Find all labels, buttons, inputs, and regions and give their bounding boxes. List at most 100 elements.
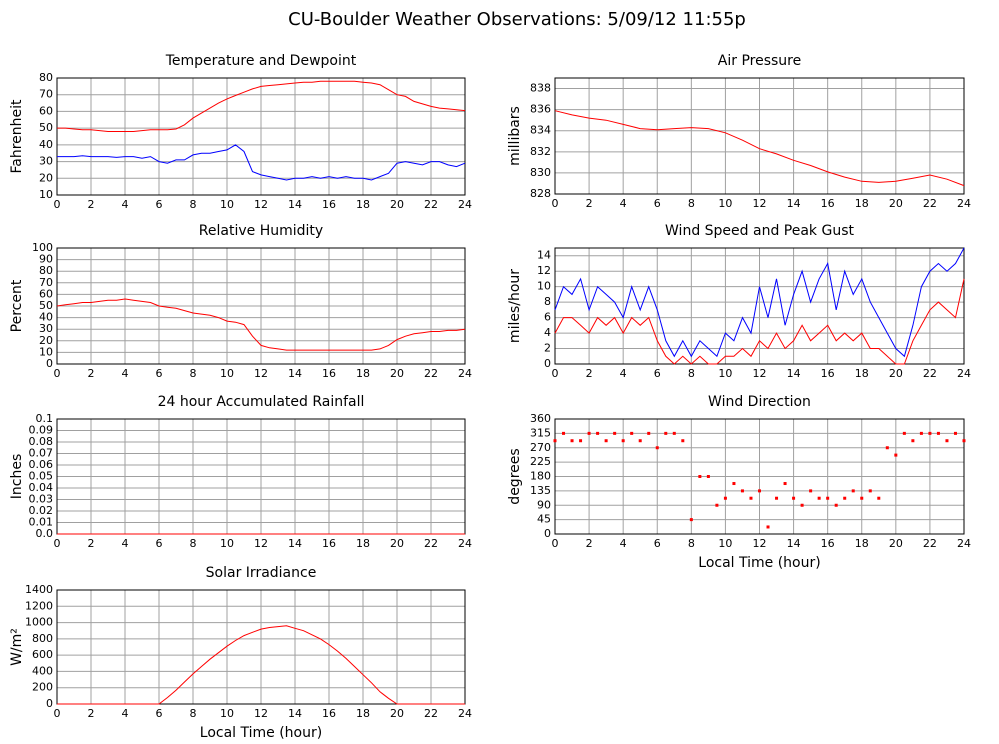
data-point xyxy=(706,475,710,478)
x-tick-label: 18 xyxy=(356,367,370,380)
x-tick-label: 0 xyxy=(552,197,559,210)
x-tick-label: 14 xyxy=(288,537,302,550)
data-point xyxy=(647,431,651,435)
data-point xyxy=(766,525,770,529)
data-point xyxy=(962,439,966,443)
y-tick-label: 838 xyxy=(530,82,551,95)
x-tick-label: 24 xyxy=(957,197,971,210)
y-tick-label: 0 xyxy=(46,357,53,370)
data-point xyxy=(579,439,583,443)
data-line xyxy=(554,247,965,358)
data-point xyxy=(919,431,923,435)
x-tick-label: 16 xyxy=(821,537,835,550)
plot-frame xyxy=(56,589,466,705)
x-tick-label: 18 xyxy=(855,367,869,380)
y-tick-label: 8 xyxy=(544,295,551,308)
x-tick-label: 14 xyxy=(787,537,801,550)
y-tick-label: 60 xyxy=(39,287,53,300)
x-tick-label: 2 xyxy=(88,198,95,211)
y-axis-label: Inches xyxy=(9,454,25,499)
data-point xyxy=(587,431,591,435)
data-point xyxy=(638,439,642,443)
x-tick-label: 20 xyxy=(390,707,404,720)
data-point xyxy=(664,431,668,435)
data-point xyxy=(868,489,872,493)
x-tick-label: 8 xyxy=(190,537,197,550)
x-tick-label: 6 xyxy=(654,197,661,210)
y-tick-label: 180 xyxy=(530,470,551,483)
y-tick-label: 0.02 xyxy=(29,504,54,517)
data-line xyxy=(554,110,965,187)
x-tick-label: 12 xyxy=(753,197,767,210)
y-tick-label: 12 xyxy=(537,264,551,277)
x-tick-label: 4 xyxy=(620,367,627,380)
x-axis-label: Local Time (hour) xyxy=(200,725,322,741)
y-tick-label: 0.05 xyxy=(29,470,54,483)
y-tick-label: 0.09 xyxy=(29,424,54,437)
y-tick-label: 0.1 xyxy=(36,412,54,425)
data-point xyxy=(732,482,736,486)
y-tick-label: 0.03 xyxy=(29,493,54,506)
panel-title: Wind Speed and Peak Gust xyxy=(665,223,854,239)
x-tick-label: 0 xyxy=(54,367,61,380)
x-tick-label: 12 xyxy=(753,367,767,380)
y-tick-label: 0.06 xyxy=(29,458,54,471)
x-tick-label: 2 xyxy=(88,537,95,550)
x-tick-label: 16 xyxy=(821,367,835,380)
x-tick-label: 14 xyxy=(288,198,302,211)
plot-frame xyxy=(554,77,965,195)
data-point xyxy=(596,431,600,435)
x-tick-label: 0 xyxy=(552,367,559,380)
data-point xyxy=(928,431,932,435)
data-point xyxy=(792,496,796,500)
y-axis-label: W/m² xyxy=(9,628,25,666)
x-tick-label: 20 xyxy=(390,198,404,211)
x-tick-label: 10 xyxy=(718,367,732,380)
x-tick-label: 20 xyxy=(889,197,903,210)
y-tick-label: 360 xyxy=(530,412,551,425)
x-tick-label: 6 xyxy=(156,707,163,720)
y-tick-label: 135 xyxy=(530,484,551,497)
x-tick-label: 8 xyxy=(190,198,197,211)
data-line xyxy=(57,80,466,132)
x-tick-label: 22 xyxy=(424,367,438,380)
panel: Temperature and DewpointFahrenheit102030… xyxy=(9,53,472,211)
x-tick-label: 24 xyxy=(458,537,472,550)
plot-frame xyxy=(554,418,965,535)
data-point xyxy=(834,503,838,507)
data-point xyxy=(553,439,557,443)
y-tick-label: 0 xyxy=(46,697,53,710)
x-tick-label: 6 xyxy=(156,537,163,550)
x-tick-label: 22 xyxy=(424,707,438,720)
y-axis-label: Fahrenheit xyxy=(9,99,25,174)
data-point xyxy=(672,431,676,435)
y-tick-label: 836 xyxy=(530,103,551,116)
y-tick-label: 1000 xyxy=(25,616,53,629)
x-tick-label: 18 xyxy=(356,198,370,211)
y-tick-label: 0 xyxy=(544,357,551,370)
x-tick-label: 24 xyxy=(458,198,472,211)
x-tick-label: 22 xyxy=(923,367,937,380)
data-point xyxy=(562,431,566,435)
y-tick-label: 0.04 xyxy=(29,481,54,494)
x-tick-label: 12 xyxy=(254,537,268,550)
y-tick-label: 0 xyxy=(544,527,551,540)
x-tick-label: 0 xyxy=(54,198,61,211)
y-tick-label: 14 xyxy=(537,249,551,262)
data-point xyxy=(936,431,940,435)
x-tick-label: 0 xyxy=(54,707,61,720)
y-tick-label: 600 xyxy=(32,648,53,661)
x-tick-label: 4 xyxy=(122,367,129,380)
x-tick-label: 8 xyxy=(688,537,695,550)
y-tick-label: 60 xyxy=(39,104,53,117)
data-point xyxy=(826,496,830,500)
data-point xyxy=(681,439,685,443)
panel: Relative HumidityPercent0102030405060708… xyxy=(9,223,472,380)
data-point xyxy=(689,518,693,522)
y-tick-label: 315 xyxy=(530,426,551,439)
y-tick-label: 400 xyxy=(32,664,53,677)
y-tick-label: 200 xyxy=(32,681,53,694)
data-point xyxy=(655,446,659,450)
